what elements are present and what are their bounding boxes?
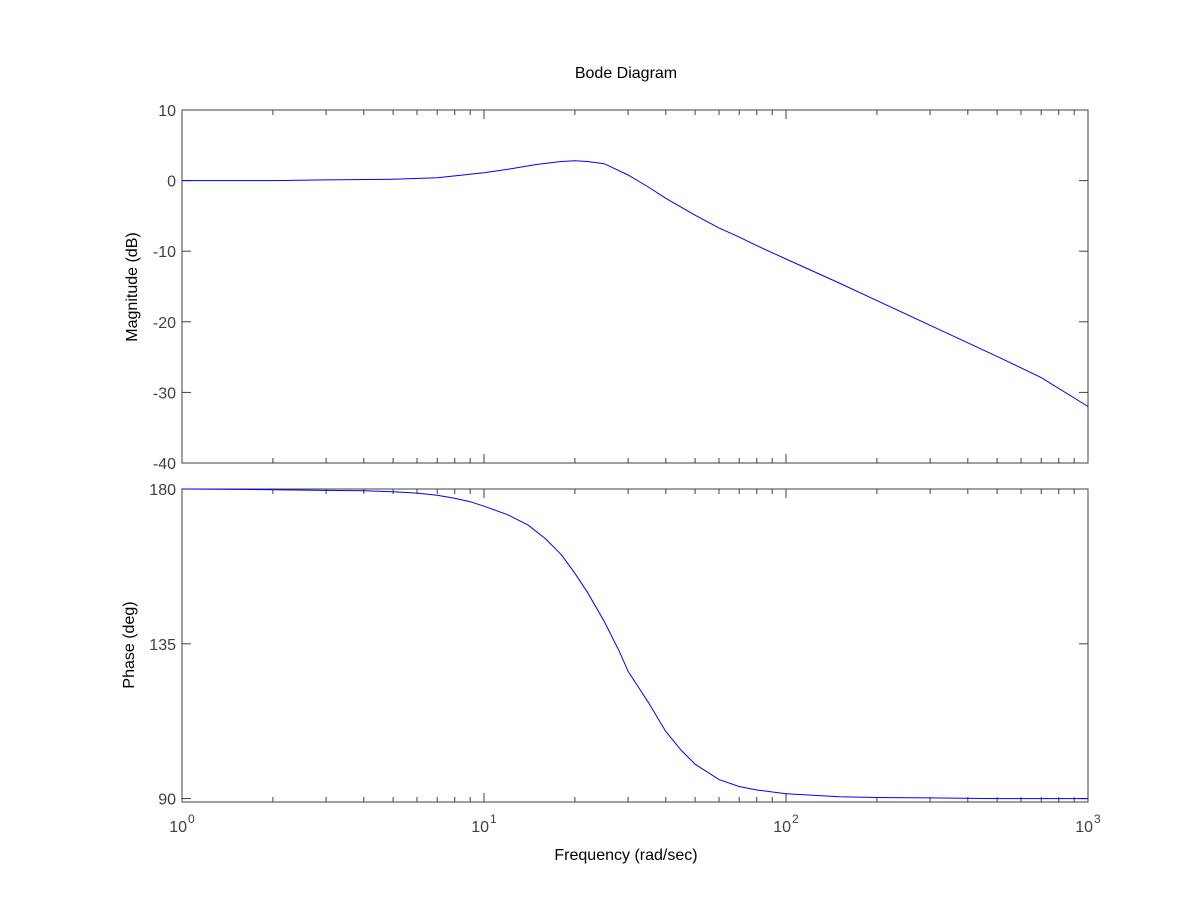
phase-plot-area (181, 488, 1089, 803)
x-tick-base: 10 (1075, 819, 1093, 836)
x-tick-exponent: 3 (1094, 812, 1101, 826)
phase-ytick-label: 135 (149, 637, 176, 654)
magnitude-plot-area (181, 109, 1089, 464)
x-tick-labels: 10 0 10 1 10 2 10 3 (169, 812, 1101, 836)
x-tick-base: 10 (773, 819, 791, 836)
x-tick-label: 10 2 (773, 812, 799, 836)
magnitude-ylabel: Magnitude (dB) (124, 232, 141, 341)
magnitude-ytick-label: -40 (153, 456, 176, 473)
x-tick-exponent: 0 (188, 812, 195, 826)
phase-panel: 180 135 90 Phase (deg) (121, 482, 1089, 809)
phase-ytick-label: 90 (158, 792, 176, 809)
magnitude-curve (182, 160, 1089, 407)
magnitude-ytick-label: 10 (158, 103, 176, 120)
magnitude-panel: 10 0 -10 -20 -30 -40 Magnitude (dB) (124, 103, 1089, 473)
phase-curve (181, 488, 1088, 800)
x-axis-label: Frequency (rad/sec) (554, 847, 697, 864)
x-tick-exponent: 2 (792, 812, 799, 826)
phase-ylabel: Phase (deg) (121, 601, 138, 688)
magnitude-ticks (182, 109, 1088, 464)
x-tick-label: 10 1 (471, 812, 497, 836)
magnitude-ytick-label: -20 (153, 315, 176, 332)
magnitude-ytick-labels: 10 0 -10 -20 -30 -40 (153, 103, 176, 473)
phase-ticks (182, 488, 1088, 802)
phase-ytick-label: 180 (149, 482, 176, 499)
x-tick-label: 10 0 (169, 812, 195, 836)
magnitude-ytick-label: 0 (167, 174, 176, 191)
x-tick-base: 10 (169, 819, 187, 836)
x-tick-exponent: 1 (490, 812, 497, 826)
phase-ytick-labels: 180 135 90 (149, 482, 176, 809)
magnitude-ytick-label: -10 (153, 244, 176, 261)
magnitude-ytick-label: -30 (153, 385, 176, 402)
x-tick-label: 10 3 (1075, 812, 1101, 836)
chart-title: Bode Diagram (575, 65, 677, 82)
x-tick-base: 10 (471, 819, 489, 836)
